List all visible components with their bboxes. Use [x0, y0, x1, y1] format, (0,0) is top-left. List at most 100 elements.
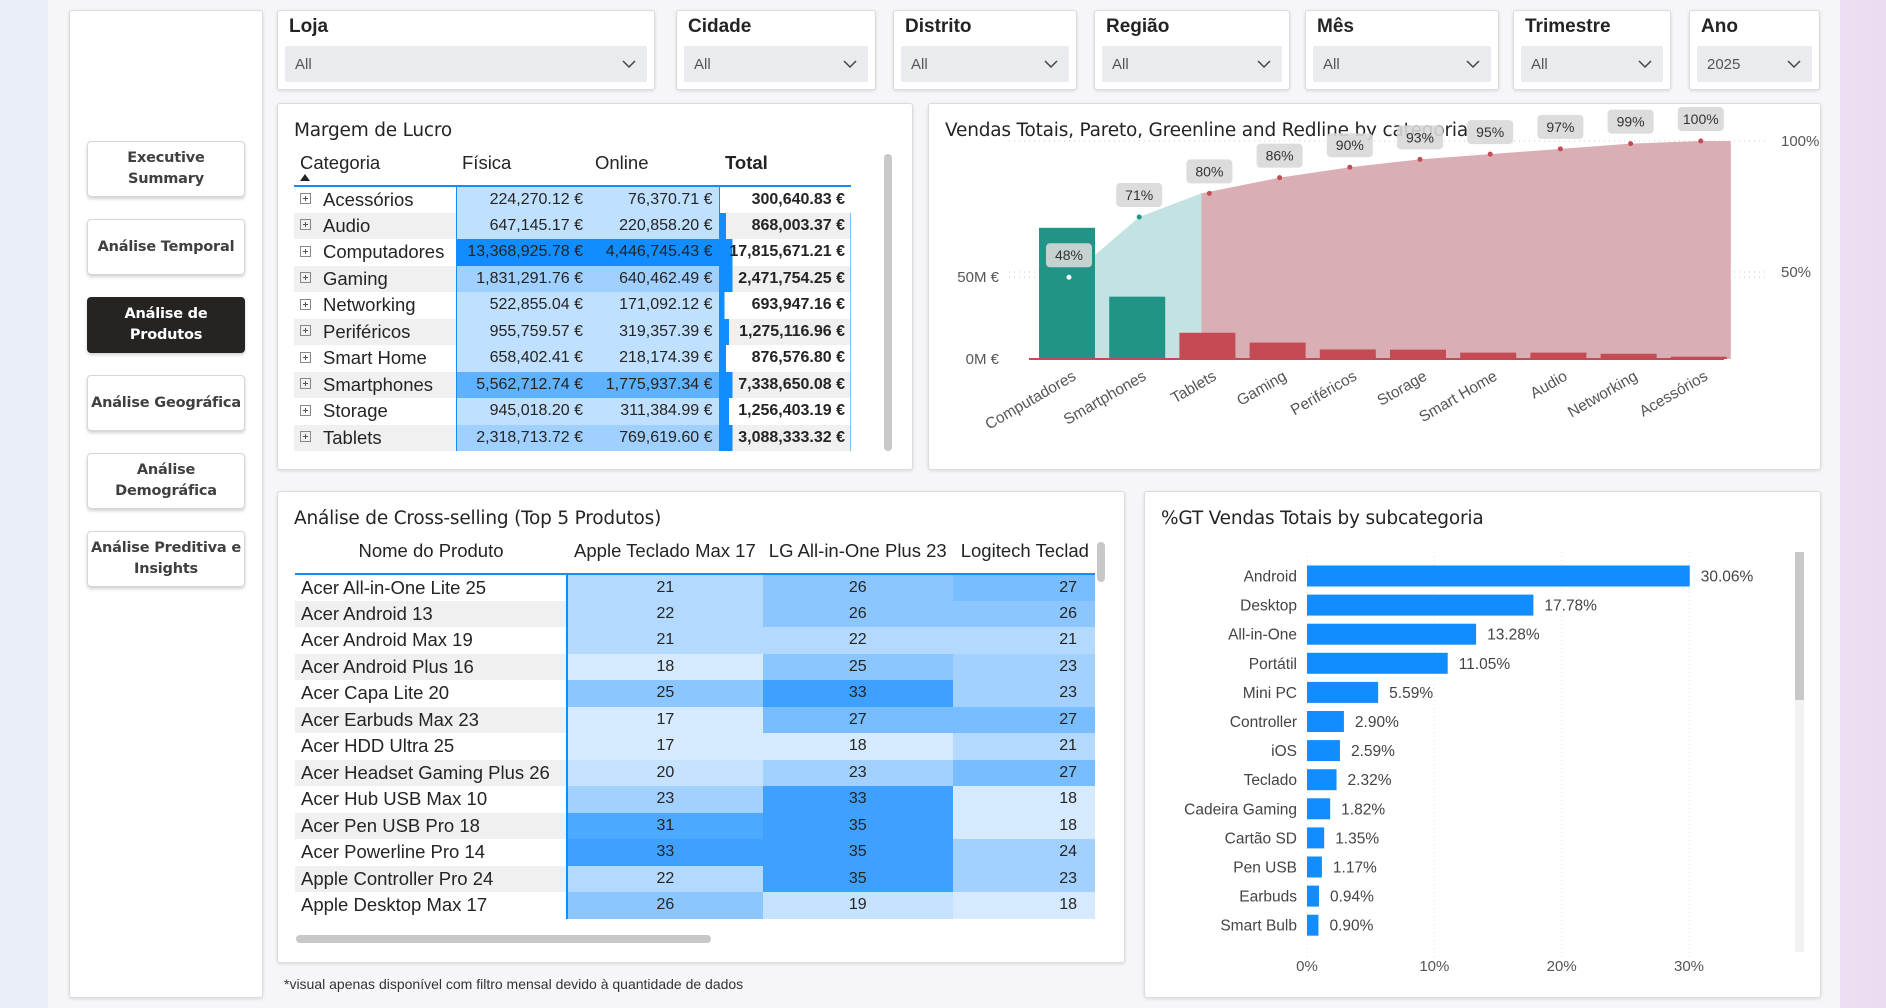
pareto-bar-smart-home[interactable]: [1460, 352, 1517, 359]
cross-selling-vscroll[interactable]: [1097, 542, 1105, 582]
gt-bar-desktop[interactable]: [1307, 594, 1534, 616]
pareto-point[interactable]: [1064, 272, 1074, 282]
cross-selling-hscroll[interactable]: [296, 935, 711, 943]
filter-trimestre-dropdown[interactable]: All: [1521, 46, 1663, 82]
filter-cidade-dropdown[interactable]: All: [684, 46, 868, 82]
x-category-label: Networking: [1565, 368, 1641, 421]
pareto-point[interactable]: [1347, 164, 1353, 170]
nav-analise-temporal-button[interactable]: Análise Temporal: [87, 219, 245, 275]
cross-header-row: Nome do Produto Apple Teclado Max 17 LG …: [295, 540, 1095, 574]
gt-bar-all-in-one[interactable]: [1307, 623, 1477, 645]
expand-plus-icon[interactable]: [300, 351, 311, 363]
product-name-cell[interactable]: Acer Android 13: [301, 602, 433, 624]
gt-bar-ios[interactable]: [1307, 740, 1340, 762]
pareto-point[interactable]: [1487, 151, 1493, 157]
pareto-bar-perifericos[interactable]: [1319, 349, 1376, 359]
filter-loja-dropdown[interactable]: All: [285, 46, 647, 82]
gt-bar-android[interactable]: [1307, 565, 1690, 587]
gt-bar-pen-usb[interactable]: [1307, 856, 1322, 878]
category-cell[interactable]: Acessórios: [294, 186, 456, 213]
expand-plus-icon[interactable]: [300, 272, 311, 284]
col-header-nome-produto[interactable]: Nome do Produto: [358, 540, 504, 561]
product-name-cell[interactable]: Acer Hub USB Max 10: [301, 788, 488, 810]
gt-bar-smart-bulb[interactable]: [1307, 914, 1319, 936]
margin-table-scrollbar[interactable]: [884, 154, 892, 451]
product-name-cell[interactable]: Acer HDD Ultra 25: [301, 735, 455, 757]
product-name-cell[interactable]: Acer Capa Lite 20: [301, 682, 450, 704]
cross-value-cell: 21: [952, 627, 1095, 654]
col-header-online[interactable]: Online: [595, 152, 649, 173]
cross-value-cell: 22: [566, 865, 763, 892]
product-name-cell[interactable]: Acer All-in-One Lite 25: [301, 576, 487, 598]
col-header-product-1[interactable]: Apple Teclado Max 17: [574, 540, 756, 561]
pareto-label: 100%: [1677, 107, 1724, 131]
pareto-bar-storage[interactable]: [1390, 349, 1446, 359]
margin-row: Smart Home 658,402.41 € 218,174.39 € 876…: [294, 345, 851, 372]
nav-analise-preditiva-e-insights-button[interactable]: Análise Preditiva e Insights: [87, 531, 245, 587]
product-name-cell[interactable]: Acer Powerline Pro 14: [301, 841, 486, 863]
nav-executive-summary-button[interactable]: Executive Summary: [87, 141, 245, 197]
category-cell[interactable]: Tablets: [294, 425, 456, 452]
col-header-product-2[interactable]: LG All-in-One Plus 23: [768, 540, 947, 561]
product-name-cell[interactable]: Acer Android Max 19: [301, 629, 473, 651]
expand-plus-icon[interactable]: [300, 325, 311, 337]
pareto-point[interactable]: [1628, 141, 1634, 147]
product-name-cell[interactable]: Acer Pen USB Pro 18: [301, 814, 480, 836]
category-cell[interactable]: Smartphones: [294, 372, 456, 399]
gt-bar-mini-pc[interactable]: [1307, 681, 1379, 703]
expand-plus-icon[interactable]: [300, 298, 311, 310]
expand-plus-icon[interactable]: [300, 245, 311, 257]
pareto-point[interactable]: [1417, 156, 1423, 162]
pareto-bar-tablets[interactable]: [1179, 332, 1236, 359]
expand-plus-icon[interactable]: [300, 404, 311, 416]
pareto-point[interactable]: [1136, 214, 1142, 220]
category-cell[interactable]: Periféricos: [294, 319, 456, 346]
x-category-label: Acessórios: [1637, 368, 1711, 421]
col-header-product-3[interactable]: Logitech Teclad: [960, 540, 1089, 561]
product-name-cell[interactable]: Acer Android Plus 16: [301, 655, 474, 677]
gt-bar-portatil[interactable]: [1307, 652, 1448, 674]
pareto-point[interactable]: [1698, 138, 1704, 144]
expand-plus-icon[interactable]: [300, 378, 311, 390]
product-name-cell[interactable]: Apple Desktop Max 17: [301, 894, 488, 916]
pareto-bar-audio[interactable]: [1530, 352, 1587, 359]
category-cell[interactable]: Audio: [294, 213, 456, 240]
filter-ano-dropdown[interactable]: 2025: [1697, 46, 1812, 82]
nav-analise-demografica-button[interactable]: Análise Demográfica: [87, 453, 245, 509]
col-header-fisica[interactable]: Física: [462, 152, 512, 173]
pareto-bar-smartphones[interactable]: [1109, 296, 1166, 359]
sort-ascending-icon: [300, 174, 310, 181]
gt-bar-cadeira-gaming[interactable]: [1307, 798, 1331, 820]
expand-plus-icon[interactable]: [300, 219, 311, 231]
col-header-total[interactable]: Total: [725, 152, 768, 173]
gt-bar-controller[interactable]: [1307, 711, 1344, 732]
filter-regiao-dropdown[interactable]: All: [1102, 46, 1282, 82]
expand-plus-icon[interactable]: [300, 193, 311, 205]
gt-bar-teclado[interactable]: [1307, 769, 1337, 791]
pareto-point[interactable]: [1557, 146, 1563, 152]
category-cell[interactable]: Storage: [294, 398, 456, 425]
pareto-bar-gaming[interactable]: [1249, 342, 1306, 359]
pareto-point[interactable]: [1206, 190, 1212, 196]
category-cell[interactable]: Networking: [294, 292, 456, 319]
pareto-bar-acessorios[interactable]: [1670, 356, 1727, 359]
category-cell[interactable]: Computadores: [294, 239, 456, 266]
expand-plus-icon[interactable]: [300, 431, 311, 443]
gt-category-label: Teclado: [1244, 772, 1297, 789]
gt-bar-cartao-sd[interactable]: [1307, 827, 1325, 849]
product-name-cell[interactable]: Apple Controller Pro 24: [301, 867, 494, 889]
product-name-cell[interactable]: Acer Earbuds Max 23: [301, 708, 479, 730]
online-cell: 218,174.39 €: [589, 345, 719, 372]
nav-analise-de-produtos-button[interactable]: Análise de Produtos: [87, 297, 245, 353]
gt-bar-earbuds[interactable]: [1307, 885, 1319, 907]
gt-chart-scrollbar[interactable]: [1795, 552, 1804, 700]
nav-analise-geografica-button[interactable]: Análise Geográfica: [87, 375, 245, 431]
filter-distrito-dropdown[interactable]: All: [901, 46, 1069, 82]
pareto-bar-networking[interactable]: [1600, 353, 1657, 359]
filter-mes-dropdown[interactable]: All: [1313, 46, 1491, 82]
col-header-categoria[interactable]: Categoria: [294, 152, 456, 186]
category-cell[interactable]: Gaming: [294, 266, 456, 293]
pareto-point[interactable]: [1277, 175, 1283, 181]
category-cell[interactable]: Smart Home: [294, 345, 456, 372]
product-name-cell[interactable]: Acer Headset Gaming Plus 26: [301, 761, 550, 783]
